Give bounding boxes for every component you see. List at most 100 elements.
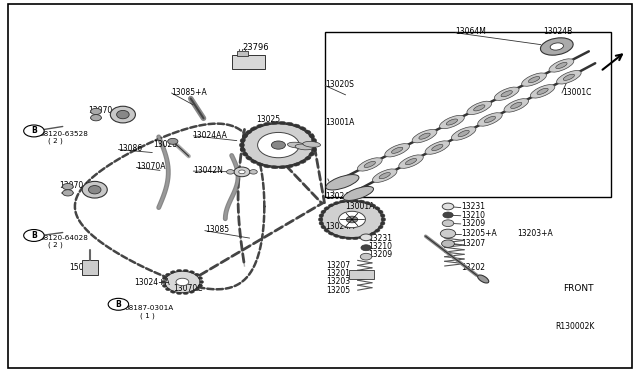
Ellipse shape (504, 99, 529, 112)
Ellipse shape (375, 229, 380, 232)
Ellipse shape (352, 199, 358, 202)
Ellipse shape (474, 105, 485, 111)
Ellipse shape (243, 124, 314, 167)
Ellipse shape (440, 115, 464, 129)
Ellipse shape (250, 170, 257, 174)
Ellipse shape (405, 158, 417, 165)
Ellipse shape (364, 161, 376, 167)
Circle shape (108, 298, 129, 310)
Ellipse shape (287, 142, 305, 148)
Ellipse shape (501, 91, 513, 97)
Text: 13064M: 13064M (456, 27, 486, 36)
Ellipse shape (295, 144, 313, 150)
Ellipse shape (365, 234, 371, 237)
Ellipse shape (189, 291, 195, 293)
Ellipse shape (494, 87, 519, 100)
Circle shape (168, 138, 178, 144)
Ellipse shape (322, 201, 383, 238)
Ellipse shape (200, 280, 204, 283)
Ellipse shape (309, 152, 314, 156)
Circle shape (360, 234, 372, 241)
Circle shape (24, 230, 44, 241)
Ellipse shape (116, 110, 129, 119)
Text: 13070C: 13070C (173, 284, 202, 293)
Ellipse shape (240, 138, 245, 142)
Ellipse shape (477, 113, 502, 126)
Ellipse shape (234, 167, 250, 177)
Circle shape (361, 245, 371, 251)
Ellipse shape (378, 225, 383, 229)
Ellipse shape (392, 147, 403, 153)
Text: 13001C: 13001C (562, 88, 591, 97)
Ellipse shape (346, 237, 352, 240)
Ellipse shape (319, 214, 324, 217)
Text: 13024B: 13024B (543, 27, 572, 36)
Bar (325, 32, 611, 197)
Text: ( 1 ): ( 1 ) (140, 312, 154, 319)
Ellipse shape (257, 132, 300, 158)
Ellipse shape (312, 138, 317, 142)
Ellipse shape (557, 71, 581, 84)
Text: 13209: 13209 (461, 219, 485, 228)
Ellipse shape (321, 210, 326, 214)
Bar (237, 51, 248, 56)
Text: B: B (31, 231, 36, 240)
Ellipse shape (195, 273, 199, 276)
Ellipse shape (177, 269, 182, 272)
Text: ( 2 ): ( 2 ) (48, 137, 63, 144)
Circle shape (91, 115, 101, 121)
Text: 13201: 13201 (326, 269, 351, 278)
Text: 13203: 13203 (326, 278, 351, 286)
Ellipse shape (183, 269, 188, 272)
Ellipse shape (339, 236, 346, 239)
Ellipse shape (251, 126, 257, 130)
Text: 13209: 13209 (368, 250, 392, 259)
Ellipse shape (324, 229, 329, 232)
Text: 13042N: 13042N (193, 166, 223, 175)
Ellipse shape (166, 273, 170, 276)
Ellipse shape (385, 144, 410, 157)
Text: 13070+A: 13070+A (59, 181, 95, 190)
Ellipse shape (239, 170, 245, 174)
Text: 13020S: 13020S (325, 80, 354, 89)
Ellipse shape (358, 236, 365, 239)
Text: 13231: 13231 (368, 234, 392, 243)
Ellipse shape (165, 271, 200, 293)
Bar (82, 260, 98, 275)
Text: 13086: 13086 (118, 144, 143, 153)
Text: 13205: 13205 (326, 286, 351, 295)
Ellipse shape (380, 214, 385, 217)
Text: ( 2 ): ( 2 ) (48, 241, 63, 248)
Ellipse shape (278, 121, 286, 124)
Ellipse shape (264, 122, 271, 125)
Ellipse shape (365, 202, 371, 205)
Text: 13024+A: 13024+A (134, 278, 170, 287)
Text: B: B (31, 126, 36, 135)
Circle shape (440, 229, 456, 238)
Ellipse shape (271, 166, 278, 169)
Text: B: B (116, 300, 121, 309)
Ellipse shape (326, 174, 359, 190)
Ellipse shape (372, 169, 397, 182)
Ellipse shape (286, 165, 293, 168)
Ellipse shape (305, 130, 311, 134)
Text: 13205+A: 13205+A (461, 229, 497, 238)
Ellipse shape (370, 232, 376, 235)
Ellipse shape (177, 292, 182, 295)
Ellipse shape (300, 160, 306, 164)
Ellipse shape (328, 232, 334, 235)
Circle shape (442, 220, 454, 227)
Ellipse shape (198, 277, 202, 279)
Ellipse shape (540, 38, 573, 55)
Bar (232, 55, 265, 69)
Ellipse shape (378, 210, 383, 214)
Text: 13207: 13207 (326, 261, 351, 270)
Text: 13028: 13028 (154, 140, 178, 149)
Ellipse shape (243, 152, 248, 156)
Circle shape (443, 212, 453, 218)
Ellipse shape (161, 280, 165, 283)
Ellipse shape (286, 122, 293, 125)
Text: 13202: 13202 (461, 263, 485, 272)
Text: 15041N: 15041N (69, 263, 99, 272)
Ellipse shape (556, 62, 567, 68)
